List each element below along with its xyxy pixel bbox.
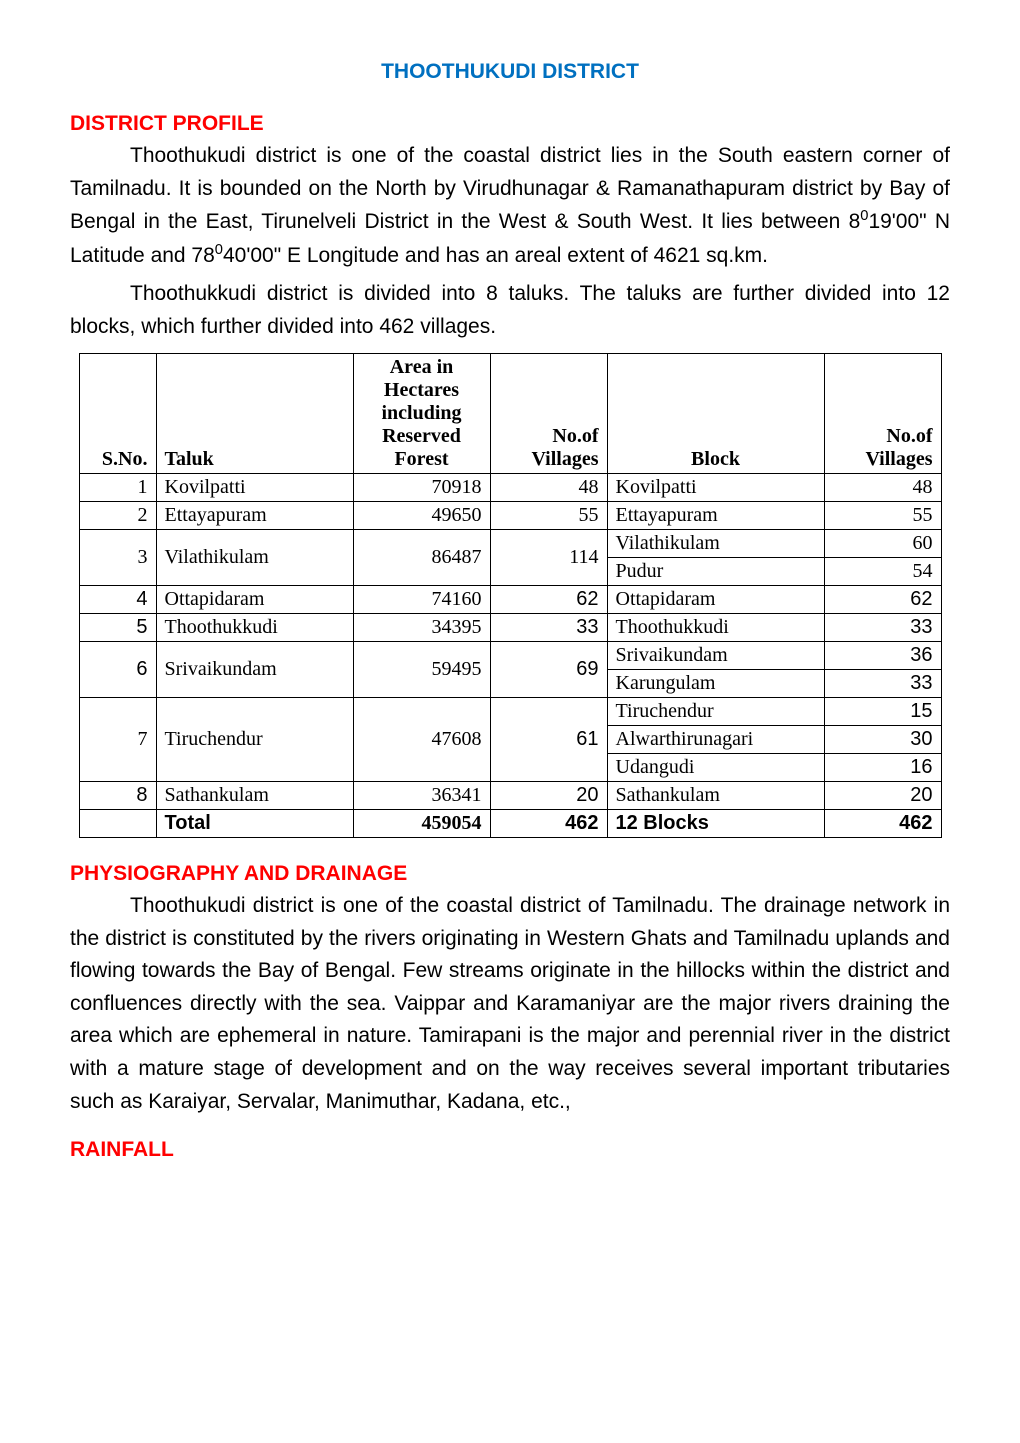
cell-villages2: 33 bbox=[824, 614, 941, 642]
section-heading-rainfall: RAINFALL bbox=[70, 1138, 950, 1162]
cell-area: 36341 bbox=[353, 782, 490, 810]
table-row: 6Srivaikundam5949569Srivaikundam36 bbox=[79, 642, 941, 670]
cell-taluk: Sathankulam bbox=[156, 782, 353, 810]
cell-taluk: Vilathikulam bbox=[156, 530, 353, 586]
profile-para-1: Thoothukudi district is one of the coast… bbox=[70, 140, 950, 272]
cell-block: Karungulam bbox=[607, 670, 824, 698]
cell-block: Thoothukkudi bbox=[607, 614, 824, 642]
cell-taluk: Ottapidaram bbox=[156, 586, 353, 614]
profile-para-2: Thoothukkudi district is divided into 8 … bbox=[70, 278, 950, 343]
cell-total-label: Total bbox=[156, 810, 353, 838]
cell-villages2: 20 bbox=[824, 782, 941, 810]
taluk-block-table: S.No. Taluk Area in Hectares including R… bbox=[79, 353, 942, 838]
table-row: 4Ottapidaram7416062Ottapidaram62 bbox=[79, 586, 941, 614]
cell-villages1: 20 bbox=[490, 782, 607, 810]
cell-taluk: Tiruchendur bbox=[156, 698, 353, 782]
col-header-taluk: Taluk bbox=[156, 354, 353, 474]
col-header-villages2: No.of Villages bbox=[824, 354, 941, 474]
cell-villages2: 15 bbox=[824, 698, 941, 726]
cell-block: Ettayapuram bbox=[607, 502, 824, 530]
cell-area: 70918 bbox=[353, 474, 490, 502]
text-segment: 40'00" E Longitude and has an areal exte… bbox=[223, 244, 768, 267]
table-row: 3Vilathikulam86487114Vilathikulam60 bbox=[79, 530, 941, 558]
cell-total-area: 459054 bbox=[353, 810, 490, 838]
cell-block: Tiruchendur bbox=[607, 698, 824, 726]
cell-villages2: 48 bbox=[824, 474, 941, 502]
cell-block: Srivaikundam bbox=[607, 642, 824, 670]
table-row: 5Thoothukkudi3439533Thoothukkudi33 bbox=[79, 614, 941, 642]
cell-villages2: 30 bbox=[824, 726, 941, 754]
cell-total-block: 12 Blocks bbox=[607, 810, 824, 838]
cell-block: Kovilpatti bbox=[607, 474, 824, 502]
cell-villages2: 55 bbox=[824, 502, 941, 530]
cell-taluk: Kovilpatti bbox=[156, 474, 353, 502]
section-heading-physiography: PHYSIOGRAPHY AND DRAINAGE bbox=[70, 862, 950, 886]
cell-villages2: 36 bbox=[824, 642, 941, 670]
cell-sno: 1 bbox=[79, 474, 156, 502]
cell-sno: 6 bbox=[79, 642, 156, 698]
col-header-villages1: No.of Villages bbox=[490, 354, 607, 474]
text-segment: Thoothukudi district is one of the coast… bbox=[70, 144, 950, 233]
cell-villages1: 114 bbox=[490, 530, 607, 586]
cell-total-v2: 462 bbox=[824, 810, 941, 838]
cell-area: 34395 bbox=[353, 614, 490, 642]
page-title: THOOTHUKUDI DISTRICT bbox=[70, 60, 950, 84]
cell-villages1: 61 bbox=[490, 698, 607, 782]
cell-block: Udangudi bbox=[607, 754, 824, 782]
cell-villages2: 16 bbox=[824, 754, 941, 782]
cell-block: Pudur bbox=[607, 558, 824, 586]
cell-sno: 3 bbox=[79, 530, 156, 586]
cell-area: 59495 bbox=[353, 642, 490, 698]
cell-block: Sathankulam bbox=[607, 782, 824, 810]
cell-villages1: 69 bbox=[490, 642, 607, 698]
cell-taluk: Srivaikundam bbox=[156, 642, 353, 698]
cell-villages2: 60 bbox=[824, 530, 941, 558]
table-row: 7Tiruchendur4760861Tiruchendur15 bbox=[79, 698, 941, 726]
table-row: 8Sathankulam3634120Sathankulam20 bbox=[79, 782, 941, 810]
cell-block: Ottapidaram bbox=[607, 586, 824, 614]
superscript: 0 bbox=[215, 242, 223, 258]
table-row: 2Ettayapuram4965055Ettayapuram55 bbox=[79, 502, 941, 530]
cell-sno: 8 bbox=[79, 782, 156, 810]
cell-empty bbox=[79, 810, 156, 838]
col-header-sno: S.No. bbox=[79, 354, 156, 474]
physiography-para: Thoothukudi district is one of the coast… bbox=[70, 890, 950, 1118]
cell-villages1: 33 bbox=[490, 614, 607, 642]
cell-taluk: Thoothukkudi bbox=[156, 614, 353, 642]
cell-block: Vilathikulam bbox=[607, 530, 824, 558]
cell-total-v1: 462 bbox=[490, 810, 607, 838]
cell-area: 49650 bbox=[353, 502, 490, 530]
cell-sno: 2 bbox=[79, 502, 156, 530]
cell-villages2: 62 bbox=[824, 586, 941, 614]
table-header-row: S.No. Taluk Area in Hectares including R… bbox=[79, 354, 941, 474]
table-total-row: Total45905446212 Blocks462 bbox=[79, 810, 941, 838]
cell-villages2: 54 bbox=[824, 558, 941, 586]
cell-villages2: 33 bbox=[824, 670, 941, 698]
cell-villages1: 55 bbox=[490, 502, 607, 530]
cell-villages1: 48 bbox=[490, 474, 607, 502]
section-heading-profile: DISTRICT PROFILE bbox=[70, 112, 950, 136]
col-header-area: Area in Hectares including Reserved Fore… bbox=[353, 354, 490, 474]
cell-taluk: Ettayapuram bbox=[156, 502, 353, 530]
cell-area: 86487 bbox=[353, 530, 490, 586]
col-header-block: Block bbox=[607, 354, 824, 474]
cell-block: Alwarthirunagari bbox=[607, 726, 824, 754]
cell-sno: 7 bbox=[79, 698, 156, 782]
cell-sno: 4 bbox=[79, 586, 156, 614]
cell-area: 74160 bbox=[353, 586, 490, 614]
cell-villages1: 62 bbox=[490, 586, 607, 614]
cell-area: 47608 bbox=[353, 698, 490, 782]
table-row: 1Kovilpatti7091848Kovilpatti48 bbox=[79, 474, 941, 502]
cell-sno: 5 bbox=[79, 614, 156, 642]
table-body: 1Kovilpatti7091848Kovilpatti482Ettayapur… bbox=[79, 474, 941, 838]
